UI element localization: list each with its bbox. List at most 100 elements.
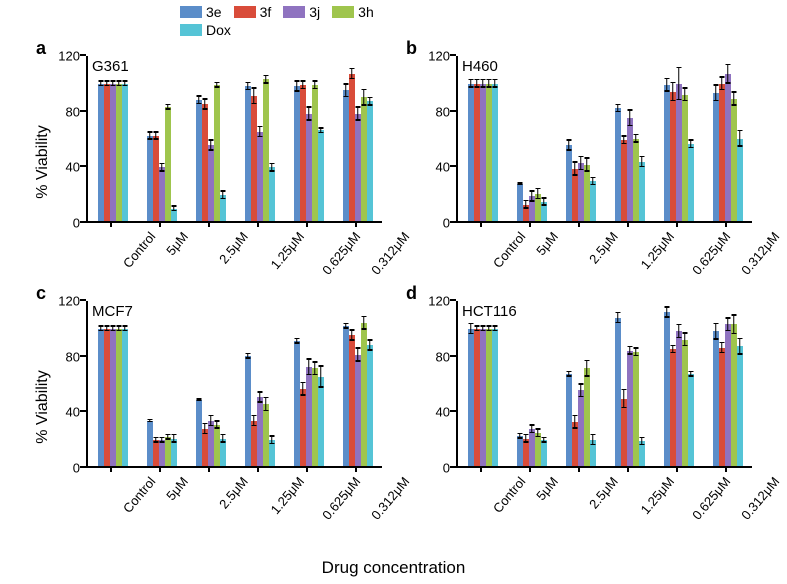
x-axis-label: Drug concentration	[0, 558, 787, 578]
error-cap	[682, 332, 687, 334]
error-cap	[719, 89, 724, 91]
y-tick-label: 40	[410, 405, 450, 420]
error-cap	[306, 106, 311, 108]
error-cap	[737, 145, 742, 147]
error-cap	[202, 433, 207, 435]
bar-group	[468, 329, 498, 467]
error-cap	[98, 330, 103, 332]
bar-group	[615, 108, 645, 221]
y-tick-label: 120	[410, 49, 450, 64]
error-cap	[584, 375, 589, 377]
error-cap	[535, 436, 540, 438]
legend-item-3j: 3j	[283, 4, 320, 20]
error-cap	[343, 96, 348, 98]
error-cap	[349, 68, 354, 70]
bar	[122, 84, 128, 222]
error-cap	[171, 434, 176, 436]
error-bar	[623, 389, 625, 408]
bar	[318, 377, 324, 466]
error-cap	[263, 397, 268, 399]
error-cap	[584, 170, 589, 172]
error-cap	[639, 444, 644, 446]
bar	[639, 162, 645, 221]
x-tick-label: Control	[119, 229, 157, 271]
error-cap	[566, 149, 571, 151]
legend-item-3h: 3h	[332, 4, 374, 20]
x-tick-mark	[529, 221, 531, 227]
error-cap	[318, 132, 323, 134]
error-cap	[104, 325, 109, 327]
error-cap	[318, 127, 323, 129]
error-cap	[257, 126, 262, 128]
error-cap	[202, 98, 207, 100]
y-tick-label: 0	[40, 461, 80, 476]
error-cap	[688, 147, 693, 149]
error-cap	[269, 163, 274, 165]
error-cap	[116, 80, 121, 82]
error-cap	[251, 87, 256, 89]
error-cap	[486, 325, 491, 327]
legend-label: 3e	[206, 4, 222, 20]
error-cap	[517, 433, 522, 435]
error-cap	[312, 80, 317, 82]
x-tick-mark	[110, 221, 112, 227]
x-tick-mark	[110, 466, 112, 472]
error-cap	[492, 86, 497, 88]
error-cap	[306, 374, 311, 376]
error-cap	[355, 119, 360, 121]
bar-group	[98, 329, 128, 467]
error-cap	[486, 330, 491, 332]
legend-swatch	[283, 6, 305, 18]
x-tick-mark	[257, 466, 259, 472]
x-tick-mark	[208, 466, 210, 472]
bar-group	[196, 400, 226, 466]
error-cap	[214, 427, 219, 429]
error-cap	[214, 86, 219, 88]
error-cap	[208, 415, 213, 417]
bar	[269, 167, 275, 221]
panel-b: bH46004080120Control5μM2.5μM1.25μM0.625μ…	[410, 44, 760, 279]
error-cap	[318, 365, 323, 367]
error-cap	[639, 437, 644, 439]
error-cap	[269, 435, 274, 437]
x-tick-label: 1.25μM	[267, 474, 307, 517]
error-cap	[566, 371, 571, 373]
y-tick-label: 0	[410, 216, 450, 231]
legend-label: 3h	[358, 4, 374, 20]
bar-group	[713, 74, 743, 221]
y-tick-label: 120	[40, 49, 80, 64]
error-cap	[523, 207, 528, 209]
error-cap	[165, 108, 170, 110]
error-cap	[312, 361, 317, 363]
y-tick-label: 80	[40, 104, 80, 119]
legend-item-dox: Dox	[180, 22, 231, 38]
error-cap	[615, 312, 620, 314]
bar	[367, 345, 373, 466]
y-tick-label: 80	[410, 104, 450, 119]
error-cap	[159, 437, 164, 439]
y-tick-label: 40	[410, 160, 450, 175]
bar-group	[343, 323, 373, 466]
error-cap	[584, 157, 589, 159]
legend-swatch	[332, 6, 354, 18]
error-cap	[294, 80, 299, 82]
bar	[737, 139, 743, 222]
error-cap	[263, 75, 268, 77]
error-cap	[257, 401, 262, 403]
plot-area	[456, 56, 752, 223]
x-tick-mark	[578, 221, 580, 227]
error-cap	[98, 80, 103, 82]
bar-group	[196, 85, 226, 221]
bar-group	[245, 356, 275, 466]
error-cap	[116, 330, 121, 332]
error-cap	[245, 89, 250, 91]
bar	[541, 440, 547, 466]
error-cap	[541, 204, 546, 206]
error-cap	[486, 79, 491, 81]
y-tick-label: 40	[40, 160, 80, 175]
error-cap	[214, 420, 219, 422]
error-cap	[621, 389, 626, 391]
x-tick-mark	[159, 221, 161, 227]
error-cap	[245, 82, 250, 84]
bar	[590, 181, 596, 221]
